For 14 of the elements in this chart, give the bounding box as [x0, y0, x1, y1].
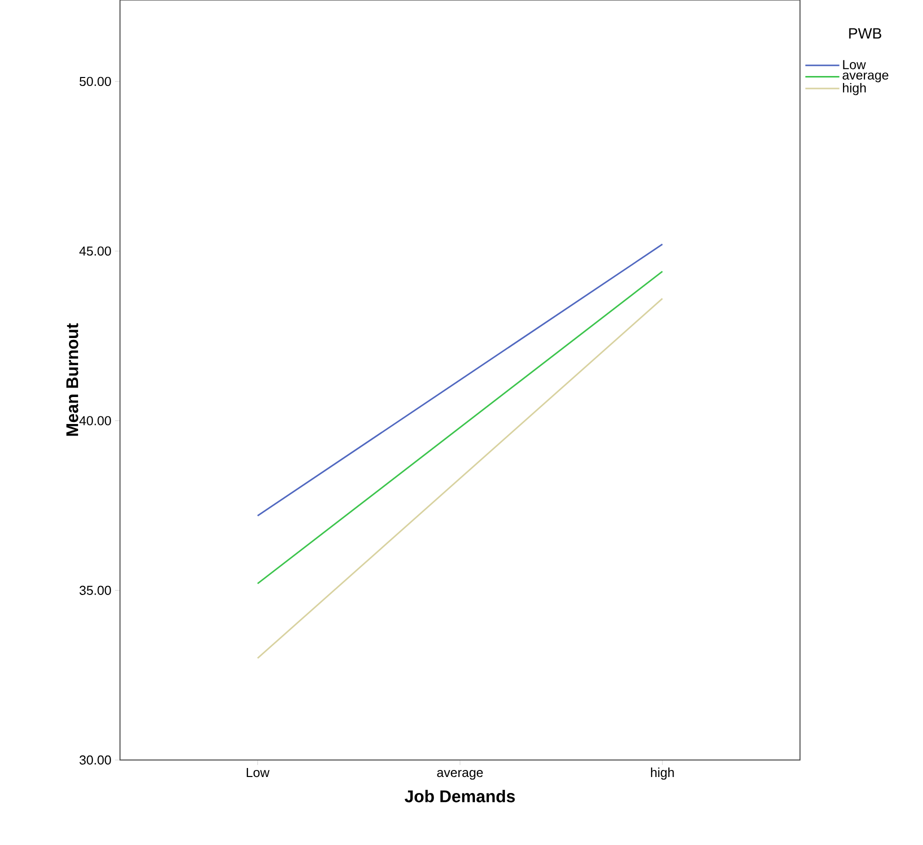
- x-tick-label: Low: [246, 768, 270, 778]
- legend-title: PWB: [849, 28, 882, 38]
- y-tick-label: 35.00: [80, 586, 111, 595]
- legend-label: average: [842, 72, 888, 82]
- y-tick-label: 40.00: [79, 416, 111, 426]
- y-tick-label: 50.00: [80, 76, 111, 86]
- y-axis-title: Mean Burnout: [66, 323, 78, 436]
- legend-label: Low: [843, 60, 866, 70]
- x-axis-title: Job Demands: [404, 790, 515, 802]
- x-tick-label: high: [651, 768, 674, 780]
- y-tick-label: 30.00: [80, 755, 111, 765]
- y-tick-label: 45.00: [79, 246, 111, 256]
- x-tick-label: average: [437, 770, 483, 780]
- legend-label: high: [842, 83, 866, 96]
